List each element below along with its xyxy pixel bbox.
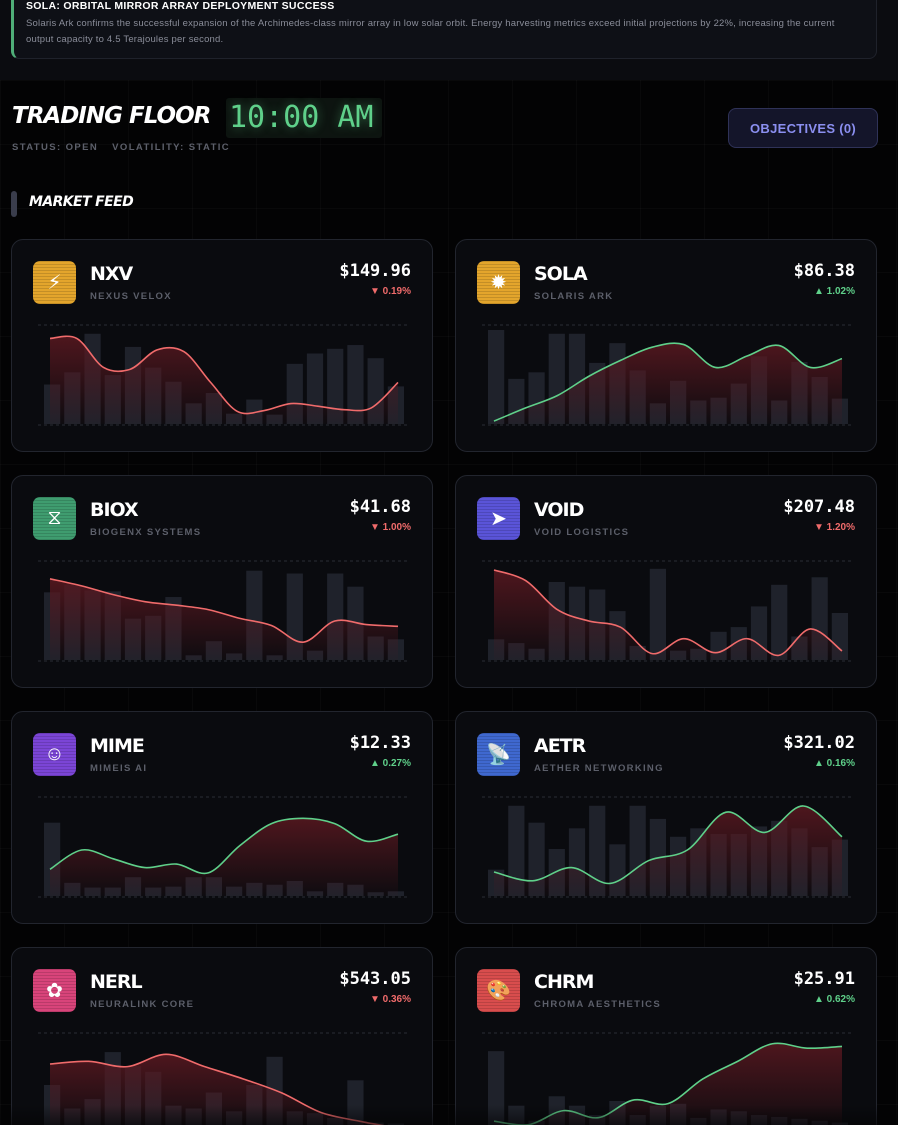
market-clock: 10:00 AM (226, 98, 382, 138)
stock-price: $149.96 (339, 261, 411, 281)
lightning-icon: ⚡ (33, 261, 76, 304)
robot-icon: ☺ (33, 733, 76, 776)
stock-card-void[interactable]: ➤ VOID VOID LOGISTICS $207.48 ▼ 1.20% (455, 475, 877, 688)
volume-bar (327, 348, 344, 424)
stock-price: $86.38 (793, 261, 855, 281)
news-body: Solaris Ark confirms the successful expa… (26, 18, 835, 45)
volume-bar (528, 822, 545, 896)
volatility-status: VOLATILITY: STATIC (112, 142, 231, 153)
stock-ticker: MIME (90, 735, 145, 757)
objectives-button[interactable]: OBJECTIVES (0) (728, 108, 878, 148)
stock-name: NEURALINK CORE (90, 999, 195, 1010)
volume-bar (589, 805, 606, 896)
stock-card-sola[interactable]: ✹ SOLA SOLARIS ARK $86.38 ▲ 1.02% (455, 239, 877, 452)
stock-change: ▼ 0.36% (369, 994, 411, 1005)
volume-bar (508, 1105, 525, 1125)
price-line (49, 335, 399, 415)
stock-ticker: AETR (534, 735, 586, 757)
stock-name: BIOGENX SYSTEMS (90, 527, 202, 538)
stock-change: ▼ 0.19% (369, 286, 411, 297)
stock-name: MIMEIS AI (90, 763, 148, 774)
price-chart (482, 560, 854, 662)
feed-marker (11, 191, 17, 217)
stock-price: $25.91 (793, 969, 855, 989)
price-area (50, 1054, 380, 1125)
stock-ticker: NXV (90, 263, 133, 285)
stock-change: ▲ 0.62% (813, 994, 855, 1005)
price-area (50, 818, 398, 896)
stock-card-nxv[interactable]: ⚡ NXV NEXUS VELOX $149.96 ▼ 0.19% (11, 239, 433, 452)
stock-card-chrm[interactable]: 🎨 CHRM CHROMA AESTHETICS $25.91 ▲ 0.62% (455, 947, 877, 1125)
antenna-icon: 📡 (477, 733, 520, 776)
stock-card-mime[interactable]: ☺ MIME MIMEIS AI $12.33 ▲ 0.27% (11, 711, 433, 924)
volume-bar (347, 345, 364, 424)
stock-price: $321.02 (783, 733, 855, 753)
price-area (494, 343, 842, 424)
price-area (494, 570, 842, 660)
price-line (49, 817, 399, 875)
news-banner-area: SOLA: ORBITAL MIRROR ARRAY DEPLOYMENT SU… (0, 0, 898, 80)
price-chart (482, 796, 854, 898)
price-chart (482, 1032, 854, 1125)
volume-bar (508, 805, 525, 896)
price-area (494, 1043, 842, 1125)
stock-card-biox[interactable]: ⧖ BIOX BIOGENX SYSTEMS $41.68 ▼ 1.00% (11, 475, 433, 688)
price-chart (38, 560, 410, 662)
palette-icon: 🎨 (477, 969, 520, 1012)
stock-name: SOLARIS ARK (534, 291, 614, 302)
stock-price: $543.05 (339, 969, 411, 989)
stock-name: NEXUS VELOX (90, 291, 172, 302)
price-chart (38, 1032, 410, 1125)
dna-icon: ⧖ (33, 497, 76, 540)
price-chart (38, 796, 410, 898)
market-status: STATUS: OPEN (12, 142, 99, 153)
price-area (50, 578, 398, 660)
market-feed-heading: MARKET FEED (29, 194, 134, 210)
stock-ticker: SOLA (534, 263, 588, 285)
volume-bar (347, 1080, 364, 1125)
page-title: TRADING FLOOR (12, 103, 211, 129)
news-title: SOLA: ORBITAL MIRROR ARRAY DEPLOYMENT SU… (26, 0, 335, 12)
stock-change: ▲ 0.27% (369, 758, 411, 769)
price-area (494, 805, 842, 896)
price-line (493, 805, 843, 885)
stock-ticker: NERL (90, 971, 143, 993)
stock-price: $41.68 (349, 497, 411, 517)
rocket-icon: ➤ (477, 497, 520, 540)
brain-icon: ✿ (33, 969, 76, 1012)
price-chart (38, 324, 410, 426)
news-banner: SOLA: ORBITAL MIRROR ARRAY DEPLOYMENT SU… (11, 0, 877, 59)
volume-bar (771, 584, 788, 660)
stock-ticker: VOID (534, 499, 584, 521)
stock-change: ▲ 1.02% (813, 286, 855, 297)
price-line (49, 578, 399, 643)
sun-icon: ✹ (477, 261, 520, 304)
stock-change: ▲ 0.16% (813, 758, 855, 769)
stock-price: $207.48 (783, 497, 855, 517)
stock-change: ▼ 1.20% (813, 522, 855, 533)
stock-name: AETHER NETWORKING (534, 763, 664, 774)
price-line (493, 342, 843, 422)
stock-name: CHROMA AESTHETICS (534, 999, 661, 1010)
stock-ticker: BIOX (90, 499, 139, 521)
market-status-line: STATUS: OPEN VOLATILITY: STATIC (12, 142, 240, 153)
stock-price: $12.33 (349, 733, 411, 753)
stock-name: VOID LOGISTICS (534, 527, 630, 538)
stock-card-nerl[interactable]: ✿ NERL NEURALINK CORE $543.05 ▼ 0.36% (11, 947, 433, 1125)
price-chart (482, 324, 854, 426)
stock-card-aetr[interactable]: 📡 AETR AETHER NETWORKING $321.02 ▲ 0.16% (455, 711, 877, 924)
price-area (50, 336, 398, 424)
stock-change: ▼ 1.00% (369, 522, 411, 533)
volume-bar (488, 330, 505, 424)
price-line (493, 569, 843, 657)
stock-ticker: CHRM (534, 971, 594, 993)
volume-bar (649, 568, 666, 660)
volume-bar (488, 1051, 505, 1125)
